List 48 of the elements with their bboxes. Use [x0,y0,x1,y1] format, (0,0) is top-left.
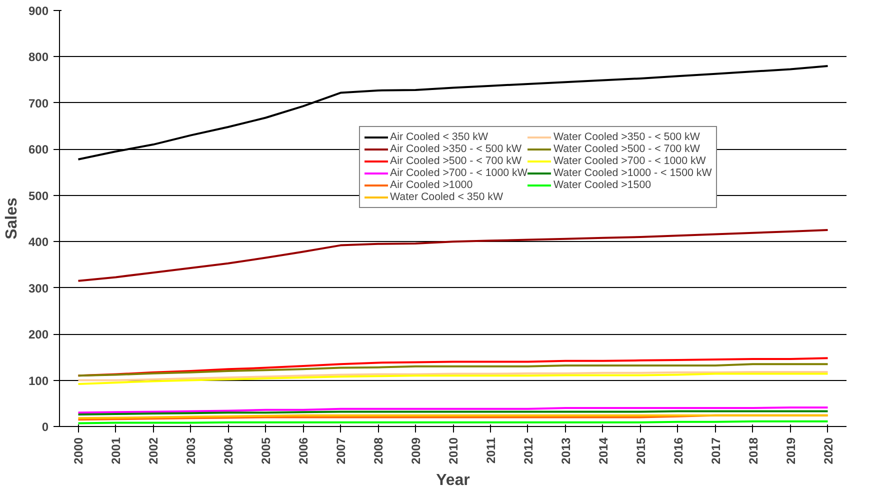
line-series [77,372,829,385]
x-tick-label: 2018 [746,437,760,464]
legend-label: Air Cooled < 350 kW [390,131,488,143]
x-tick-label: 2000 [72,437,86,464]
x-tick-label: 2014 [596,437,610,464]
x-tick-label: 2006 [296,437,311,464]
x-tick-label: 2015 [634,437,648,464]
y-tick-label: 900 [28,4,49,18]
y-tick-label: 0 [42,420,49,434]
legend-label: Water Cooled < 350 kW [390,191,504,203]
legend-label: Water Cooled >1500 [553,179,652,191]
x-tick-label: 2003 [184,437,198,464]
legend-label: Air Cooled >700 - < 1000 kW [390,167,528,179]
x-tick-label: 2008 [372,437,386,464]
legend-label: Water Cooled >700 - < 1000 kW [553,155,706,167]
legend-label: Water Cooled >350 - < 500 kW [553,131,700,143]
line-series [77,370,829,382]
legend-label: Water Cooled >1000 - < 1500 kW [553,167,712,179]
y-tick-label: 600 [28,142,49,157]
y-tick-label: 700 [28,96,49,110]
x-tick-label: 2007 [334,437,348,464]
x-tick-label: 2017 [708,437,723,464]
y-tick-label: 200 [28,328,49,342]
line-series [77,229,829,282]
x-tick-label: 2019 [784,437,798,464]
x-tick-label: 2012 [521,437,536,464]
x-axis-title: Year [436,472,470,490]
legend-label: Air Cooled >1000 [390,179,473,191]
x-tick-label: 2011 [484,437,498,464]
y-tick-label: 300 [28,281,49,296]
y-tick-label: 100 [28,374,49,388]
legend-label: Air Cooled >350 - < 500 kW [390,143,522,155]
y-tick-label: 500 [28,188,49,203]
x-tick-label: 2004 [222,437,236,464]
x-tick-label: 2010 [446,437,460,464]
x-tick-label: 2020 [821,437,836,464]
legend-label: Water Cooled >500 - < 700 kW [553,143,700,155]
x-tick-label: 2016 [671,437,686,464]
y-tick-label: 800 [28,50,49,64]
legend-label: Air Cooled >500 - < 700 kW [390,155,522,167]
line-series [77,363,829,377]
x-tick-label: 2001 [109,437,124,464]
x-tick-label: 2005 [259,437,274,464]
x-tick-label: 2002 [146,437,161,464]
y-tick-label: 400 [28,235,49,250]
y-axis-title: Sales [3,197,20,240]
x-tick-label: 2013 [558,437,573,464]
x-tick-label: 2009 [409,437,424,464]
